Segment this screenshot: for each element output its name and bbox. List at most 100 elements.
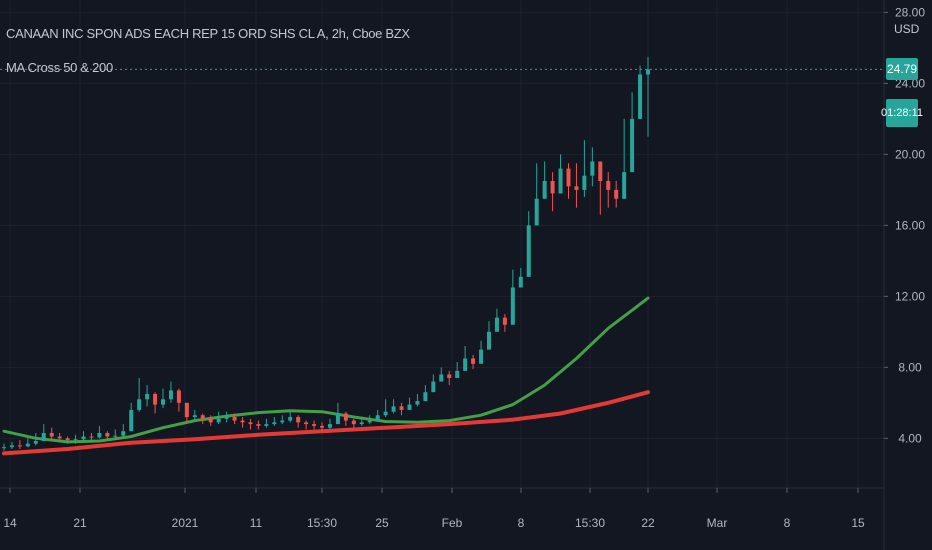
candle-body bbox=[232, 417, 237, 421]
candle bbox=[264, 418, 269, 428]
candle bbox=[137, 377, 142, 412]
candle bbox=[606, 172, 611, 208]
candle bbox=[256, 420, 261, 430]
candle bbox=[216, 411, 221, 425]
candle-body bbox=[216, 418, 221, 423]
price-axis-label: 20.00 bbox=[895, 147, 925, 161]
candle-body bbox=[574, 186, 579, 190]
candle-body bbox=[73, 439, 78, 441]
candle-body bbox=[590, 161, 595, 176]
candle bbox=[399, 402, 404, 416]
candle-body bbox=[200, 415, 205, 419]
candle-body bbox=[304, 422, 309, 425]
candle bbox=[129, 402, 134, 432]
last-price-tag: 24.79 bbox=[886, 58, 918, 81]
candle bbox=[145, 385, 150, 407]
candle bbox=[471, 354, 476, 370]
candle bbox=[304, 420, 309, 430]
candle bbox=[447, 370, 452, 386]
candle bbox=[455, 362, 460, 378]
candle bbox=[439, 367, 444, 382]
candle bbox=[614, 181, 619, 208]
candle bbox=[574, 163, 579, 208]
candle-body bbox=[383, 411, 388, 416]
time-axis-label: 15 bbox=[851, 516, 865, 530]
candle bbox=[598, 161, 603, 215]
candle bbox=[486, 321, 491, 350]
candle-body bbox=[25, 443, 30, 447]
candle-body bbox=[439, 374, 444, 382]
candle bbox=[89, 432, 94, 442]
candle bbox=[622, 118, 627, 199]
candle-body bbox=[423, 392, 428, 402]
ma50-layer bbox=[2, 296, 650, 444]
candle bbox=[161, 388, 166, 409]
candle bbox=[97, 425, 102, 439]
candle-body bbox=[359, 422, 364, 425]
candle bbox=[383, 399, 388, 418]
candle-body bbox=[502, 317, 507, 325]
candle-body bbox=[97, 432, 102, 438]
candle-body bbox=[320, 425, 325, 428]
candle-body bbox=[407, 404, 412, 410]
candle-body bbox=[9, 445, 14, 448]
candle bbox=[2, 443, 6, 451]
candle-body bbox=[121, 431, 126, 436]
candle bbox=[351, 418, 356, 428]
candle bbox=[479, 340, 484, 364]
candle bbox=[431, 374, 436, 393]
candle bbox=[518, 267, 523, 288]
candle bbox=[280, 415, 285, 425]
ma50-line bbox=[2, 296, 650, 444]
candle-body bbox=[89, 436, 94, 438]
candle-body bbox=[486, 331, 491, 350]
candle-body bbox=[280, 420, 285, 423]
ma200-layer bbox=[2, 390, 650, 456]
candle bbox=[73, 434, 78, 444]
candle bbox=[638, 65, 643, 119]
candle-body bbox=[272, 422, 277, 425]
candle bbox=[81, 431, 86, 442]
candle bbox=[232, 413, 237, 425]
candle-body bbox=[33, 440, 38, 444]
candle-body bbox=[57, 436, 62, 439]
candle bbox=[415, 393, 420, 407]
candle-body bbox=[264, 424, 269, 426]
candle-body bbox=[176, 390, 181, 403]
candle-body bbox=[137, 399, 142, 410]
candle bbox=[391, 399, 396, 414]
candle bbox=[17, 440, 22, 449]
price-axis-label: 16.00 bbox=[895, 218, 925, 232]
candle-body bbox=[518, 276, 523, 288]
time-axis-label: 15:30 bbox=[307, 516, 337, 530]
candle-body bbox=[622, 172, 627, 199]
candle bbox=[176, 388, 181, 412]
candle-body bbox=[566, 168, 571, 187]
candle-body bbox=[296, 417, 301, 423]
candle-body bbox=[391, 406, 396, 412]
candle-body bbox=[550, 181, 555, 194]
candle-body bbox=[614, 189, 619, 199]
candle bbox=[646, 56, 650, 137]
candle-body bbox=[455, 370, 460, 378]
candle bbox=[312, 420, 317, 430]
candle-body bbox=[240, 420, 245, 423]
candle bbox=[25, 438, 30, 448]
indicator-legend[interactable]: MA Cross 50 & 200 bbox=[6, 60, 113, 75]
candle bbox=[153, 392, 158, 414]
candle bbox=[41, 424, 46, 441]
symbol-title[interactable]: CANAAN INC SPON ADS EACH REP 15 ORD SHS … bbox=[6, 26, 410, 41]
candle-body bbox=[399, 406, 404, 410]
candle-body bbox=[479, 349, 484, 364]
candle-body bbox=[145, 393, 150, 400]
currency-label[interactable]: USD bbox=[894, 22, 920, 36]
candle bbox=[558, 154, 563, 194]
candle-body bbox=[447, 374, 452, 378]
candle-body bbox=[256, 424, 261, 426]
candle-body bbox=[375, 415, 380, 421]
time-axis-label: Mar bbox=[707, 516, 728, 530]
candle-body bbox=[81, 436, 86, 440]
candle bbox=[224, 411, 229, 423]
